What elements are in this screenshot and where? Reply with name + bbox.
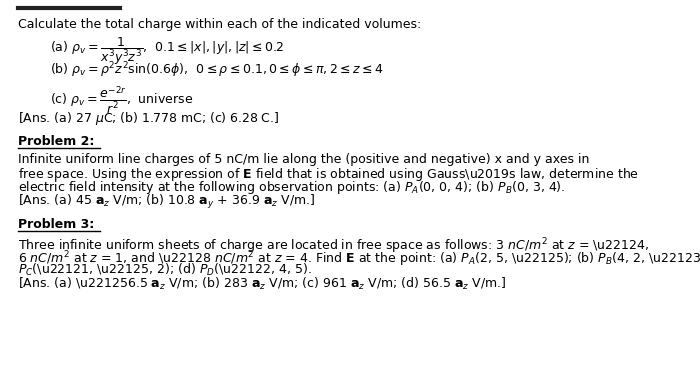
Text: (b) $\rho_v = \rho^2 z^2 \sin(0.6\phi)$,  $0 \leq \rho \leq 0.1, 0 \leq \phi \le: (b) $\rho_v = \rho^2 z^2 \sin(0.6\phi)$,… <box>50 60 384 80</box>
Text: Infinite uniform line charges of 5 nC/m lie along the (positive and negative) x : Infinite uniform line charges of 5 nC/m … <box>18 153 589 166</box>
Text: $P_C$(\u22121, \u22125, 2); (d) $P_D$(\u22122, 4, 5).: $P_C$(\u22121, \u22125, 2); (d) $P_D$(\u… <box>18 262 312 278</box>
Text: Problem 3:: Problem 3: <box>18 218 95 231</box>
Text: [Ans. (a) 45 $\mathbf{a}_z$ V/m; (b) 10.8 $\mathbf{a}_y$ + 36.9 $\mathbf{a}_z$ V: [Ans. (a) 45 $\mathbf{a}_z$ V/m; (b) 10.… <box>18 193 315 211</box>
Text: electric field intensity at the following observation points: (a) $P_A$(0, 0, 4): electric field intensity at the followin… <box>18 179 566 196</box>
Text: 6 $nC/m^2$ at $z$ = 1, and \u22128 $nC/m^2$ at $z$ = 4. Find $\mathbf{E}$ at the: 6 $nC/m^2$ at $z$ = 1, and \u22128 $nC/m… <box>18 249 700 269</box>
Text: Calculate the total charge within each of the indicated volumes:: Calculate the total charge within each o… <box>18 18 421 31</box>
Text: Three infinite uniform sheets of charge are located in free space as follows: 3 : Three infinite uniform sheets of charge … <box>18 236 649 256</box>
Text: [Ans. (a) 27 $\mu$C; (b) 1.778 mC; (c) 6.28 C.]: [Ans. (a) 27 $\mu$C; (b) 1.778 mC; (c) 6… <box>18 110 279 127</box>
Text: (a) $\rho_v = \dfrac{1}{x^3y^3z^3}$,  $0.1 \leq |x|, |y|, |z| \leq 0.2$: (a) $\rho_v = \dfrac{1}{x^3y^3z^3}$, $0.… <box>50 36 284 67</box>
Text: [Ans. (a) \u221256.5 $\mathbf{a}_z$ V/m; (b) 283 $\mathbf{a}_z$ V/m; (c) 961 $\m: [Ans. (a) \u221256.5 $\mathbf{a}_z$ V/m;… <box>18 276 506 292</box>
Text: free space. Using the expression of $\mathbf{E}$ field that is obtained using Ga: free space. Using the expression of $\ma… <box>18 166 639 183</box>
Text: Problem 2:: Problem 2: <box>18 135 95 148</box>
Text: (c) $\rho_v = \dfrac{e^{-2r}}{r^2}$,  universe: (c) $\rho_v = \dfrac{e^{-2r}}{r^2}$, uni… <box>50 84 193 116</box>
